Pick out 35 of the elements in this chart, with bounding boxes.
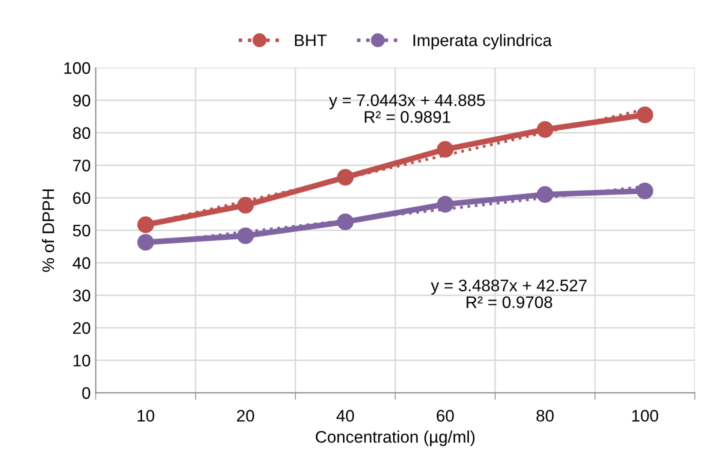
point <box>636 106 654 124</box>
y-tick-label: 20 <box>73 322 90 334</box>
annotation: y = 7.0443x + 44.885 R² = 0.9891 <box>328 94 485 123</box>
x-tick-label: 100 <box>632 410 658 422</box>
legend-label: BHT <box>295 34 327 46</box>
point <box>237 227 254 244</box>
point <box>137 234 154 251</box>
y-tick-label: 70 <box>73 160 90 172</box>
y-tick-label: 60 <box>73 192 90 204</box>
point <box>536 121 554 138</box>
point <box>436 141 454 158</box>
y-tick-label: 0 <box>82 387 90 399</box>
legend-label: Imperata cylindrica <box>414 34 552 50</box>
point <box>137 216 154 234</box>
annotation: y = 3.4887x + 42.527 R² = 0.9708 <box>430 280 587 308</box>
y-tick-label: 80 <box>73 127 90 139</box>
point <box>436 196 454 213</box>
y-tick-label: 50 <box>72 224 90 236</box>
point <box>337 213 354 230</box>
y-tick-label: 30 <box>72 290 90 302</box>
y-tick-label: 90 <box>73 94 90 106</box>
x-axis-title: Concentration (µg/ml) <box>316 430 475 446</box>
y-tick-label: 40 <box>72 257 90 269</box>
point <box>636 182 654 200</box>
y-tick-label: 100 <box>64 62 90 74</box>
point <box>237 196 254 214</box>
point <box>337 168 354 186</box>
y-tick-label: 10 <box>74 354 90 366</box>
x-tick-label: 20 <box>237 410 254 422</box>
x-tick-label: 60 <box>436 410 454 422</box>
x-tick-label: 80 <box>536 410 554 422</box>
x-tick-label: 10 <box>138 410 154 422</box>
point <box>536 186 554 203</box>
x-tick-label: 40 <box>336 410 354 422</box>
y-axis-title: % of DPPH <box>42 189 54 272</box>
